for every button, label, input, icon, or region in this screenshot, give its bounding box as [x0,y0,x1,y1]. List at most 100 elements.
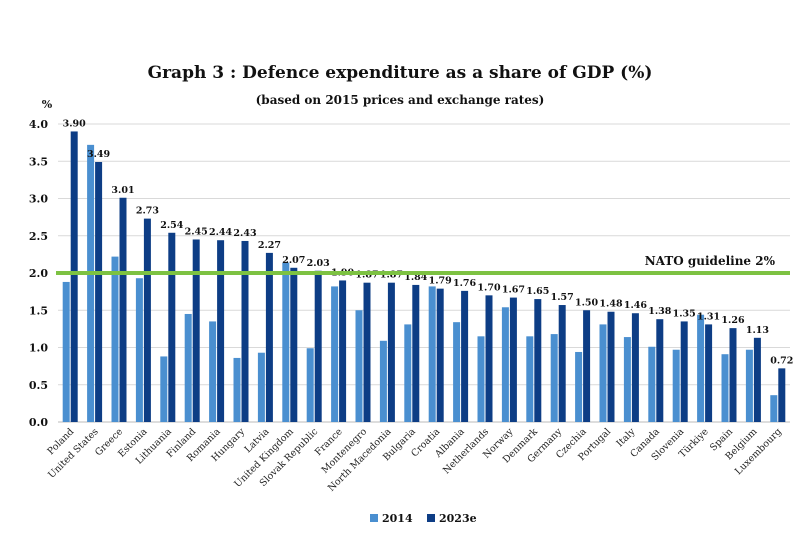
bar-2014 [257,352,265,422]
bar-2014 [233,357,241,422]
data-label: 1.84 [404,272,428,283]
data-label: 2.44 [209,227,233,238]
bar-2014 [428,286,436,422]
bar-2014 [355,310,363,422]
data-label: 1.57 [551,292,574,303]
y-tick-label: 3.5 [29,155,48,168]
y-tick-label: 0.0 [29,416,48,429]
bar-2023e [412,284,420,422]
bar-2014 [62,281,70,422]
nato-guideline-label: NATO guideline 2% [645,254,776,268]
data-label: 2.73 [136,206,159,217]
bar-2023e [217,240,225,422]
y-tick-label: 4.0 [29,118,48,131]
bar-2023e [534,299,542,422]
bar-2014 [135,278,143,422]
bar-2023e [656,319,664,422]
bar-2023e [607,311,615,422]
bar-2023e [314,270,322,422]
data-label: 1.70 [477,282,501,293]
bar-2014 [87,144,95,423]
bar-2023e [339,280,347,422]
bar-2023e [290,267,298,422]
bar-2023e [705,324,713,422]
data-label: 1.26 [721,315,745,326]
y-tick-label: 1.5 [29,304,48,317]
bar-2023e [387,282,395,422]
y-tick-label: 2.0 [29,267,48,280]
bar-2014 [111,256,119,422]
legend-label: 2014 [382,512,413,525]
y-tick-label: 2.5 [29,230,48,243]
data-label: 1.79 [429,276,453,287]
data-label: 1.76 [453,278,477,289]
legend-swatch [427,514,435,522]
data-label: 1.48 [599,299,623,310]
data-label: 3.01 [111,185,134,196]
y-tick-label: 1.0 [29,342,48,355]
bar-2014 [623,337,631,422]
chart-subtitle: (based on 2015 prices and exchange rates… [255,93,545,107]
bar-2014 [770,395,778,422]
legend-label: 2023e [439,512,477,525]
bar-2023e [729,328,737,422]
bar-2023e [168,232,176,422]
bar-2014 [721,354,729,422]
bar-2023e [119,197,127,422]
data-label: 2.07 [282,255,305,266]
bar-2023e [241,240,249,422]
bar-2014 [331,286,339,422]
legend-swatch [370,514,378,522]
bar-2014 [672,349,680,422]
bar-2023e [95,161,103,422]
data-label: 2.43 [233,228,256,239]
bar-2023e [509,297,517,422]
data-label: 2.45 [185,226,208,237]
data-label: 1.46 [624,300,648,311]
bar-2014 [404,324,412,422]
bar-2023e [631,313,639,422]
data-label: 1.50 [575,297,599,308]
bar-2014 [599,324,607,422]
data-label: 1.87 [380,270,403,281]
chart-title: Graph 3 : Defence expenditure as a share… [147,63,653,83]
bar-2014 [648,346,656,422]
bar-2014 [282,262,290,422]
y-axis-label: % [42,98,53,111]
data-label: 0.72 [770,355,793,366]
data-label: 1.38 [648,306,672,317]
bar-2023e [436,288,444,422]
data-label: 3.90 [63,118,87,129]
y-tick-label: 3.0 [29,193,48,206]
data-label: 1.31 [697,311,720,322]
bar-2023e [485,295,493,422]
bar-2014 [526,336,534,422]
data-label: 1.13 [746,325,769,336]
bar-2023e [192,239,200,422]
bar-2023e [583,310,591,422]
bar-2014 [550,334,558,422]
bar-2023e [265,252,273,422]
bar-2014 [209,321,217,422]
bar-2023e [70,131,78,422]
data-label: 1.35 [673,308,696,319]
bar-2023e [143,218,151,422]
bar-2023e [753,337,761,422]
bar-2014 [575,351,583,422]
bar-2014 [160,356,168,422]
bar-2023e [558,305,566,422]
y-tick-label: 0.5 [29,379,48,392]
bar-2014 [697,314,705,422]
bar-2014 [184,313,192,422]
bar-2023e [778,368,786,422]
bar-2023e [680,321,688,422]
bar-2014 [306,348,314,422]
bar-2014 [477,336,485,422]
data-label: 1.67 [502,285,525,296]
data-label: 2.54 [160,220,184,231]
bar-2023e [461,290,469,422]
bar-2014 [453,322,461,422]
data-label: 3.49 [87,149,111,160]
